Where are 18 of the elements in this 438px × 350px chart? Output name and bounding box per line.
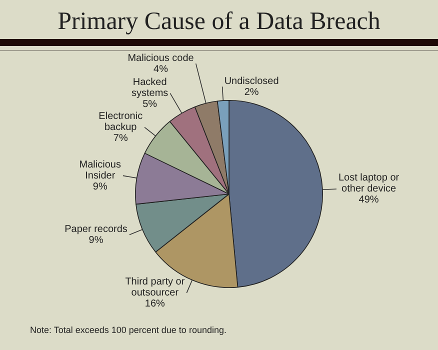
chart-title: Primary Cause of a Data Breach [56,8,382,36]
data-label: 49% [358,194,379,206]
data-label: 16% [144,298,166,310]
slice-label: Lost laptop or other device [338,172,400,195]
data-label: 9% [92,181,108,192]
data-label: 7% [113,133,128,144]
data-label: 2% [244,86,259,98]
slice-label: Malicious code [128,52,194,64]
slice-label: Malicious Insider [79,159,121,182]
slice-label: Third party or outsourcer [125,276,186,299]
slice-label: Electronic backup [98,111,143,134]
slice-label: Paper records [64,224,128,236]
data-label: 9% [88,235,104,246]
slice-label: Hacked systems [132,77,168,100]
data-label: 5% [142,99,158,110]
slice-label: Undisclosed [224,76,279,87]
data-label: 4% [154,64,168,75]
text: Note: Total exceeds 100 percent due to rounding. [30,325,226,335]
